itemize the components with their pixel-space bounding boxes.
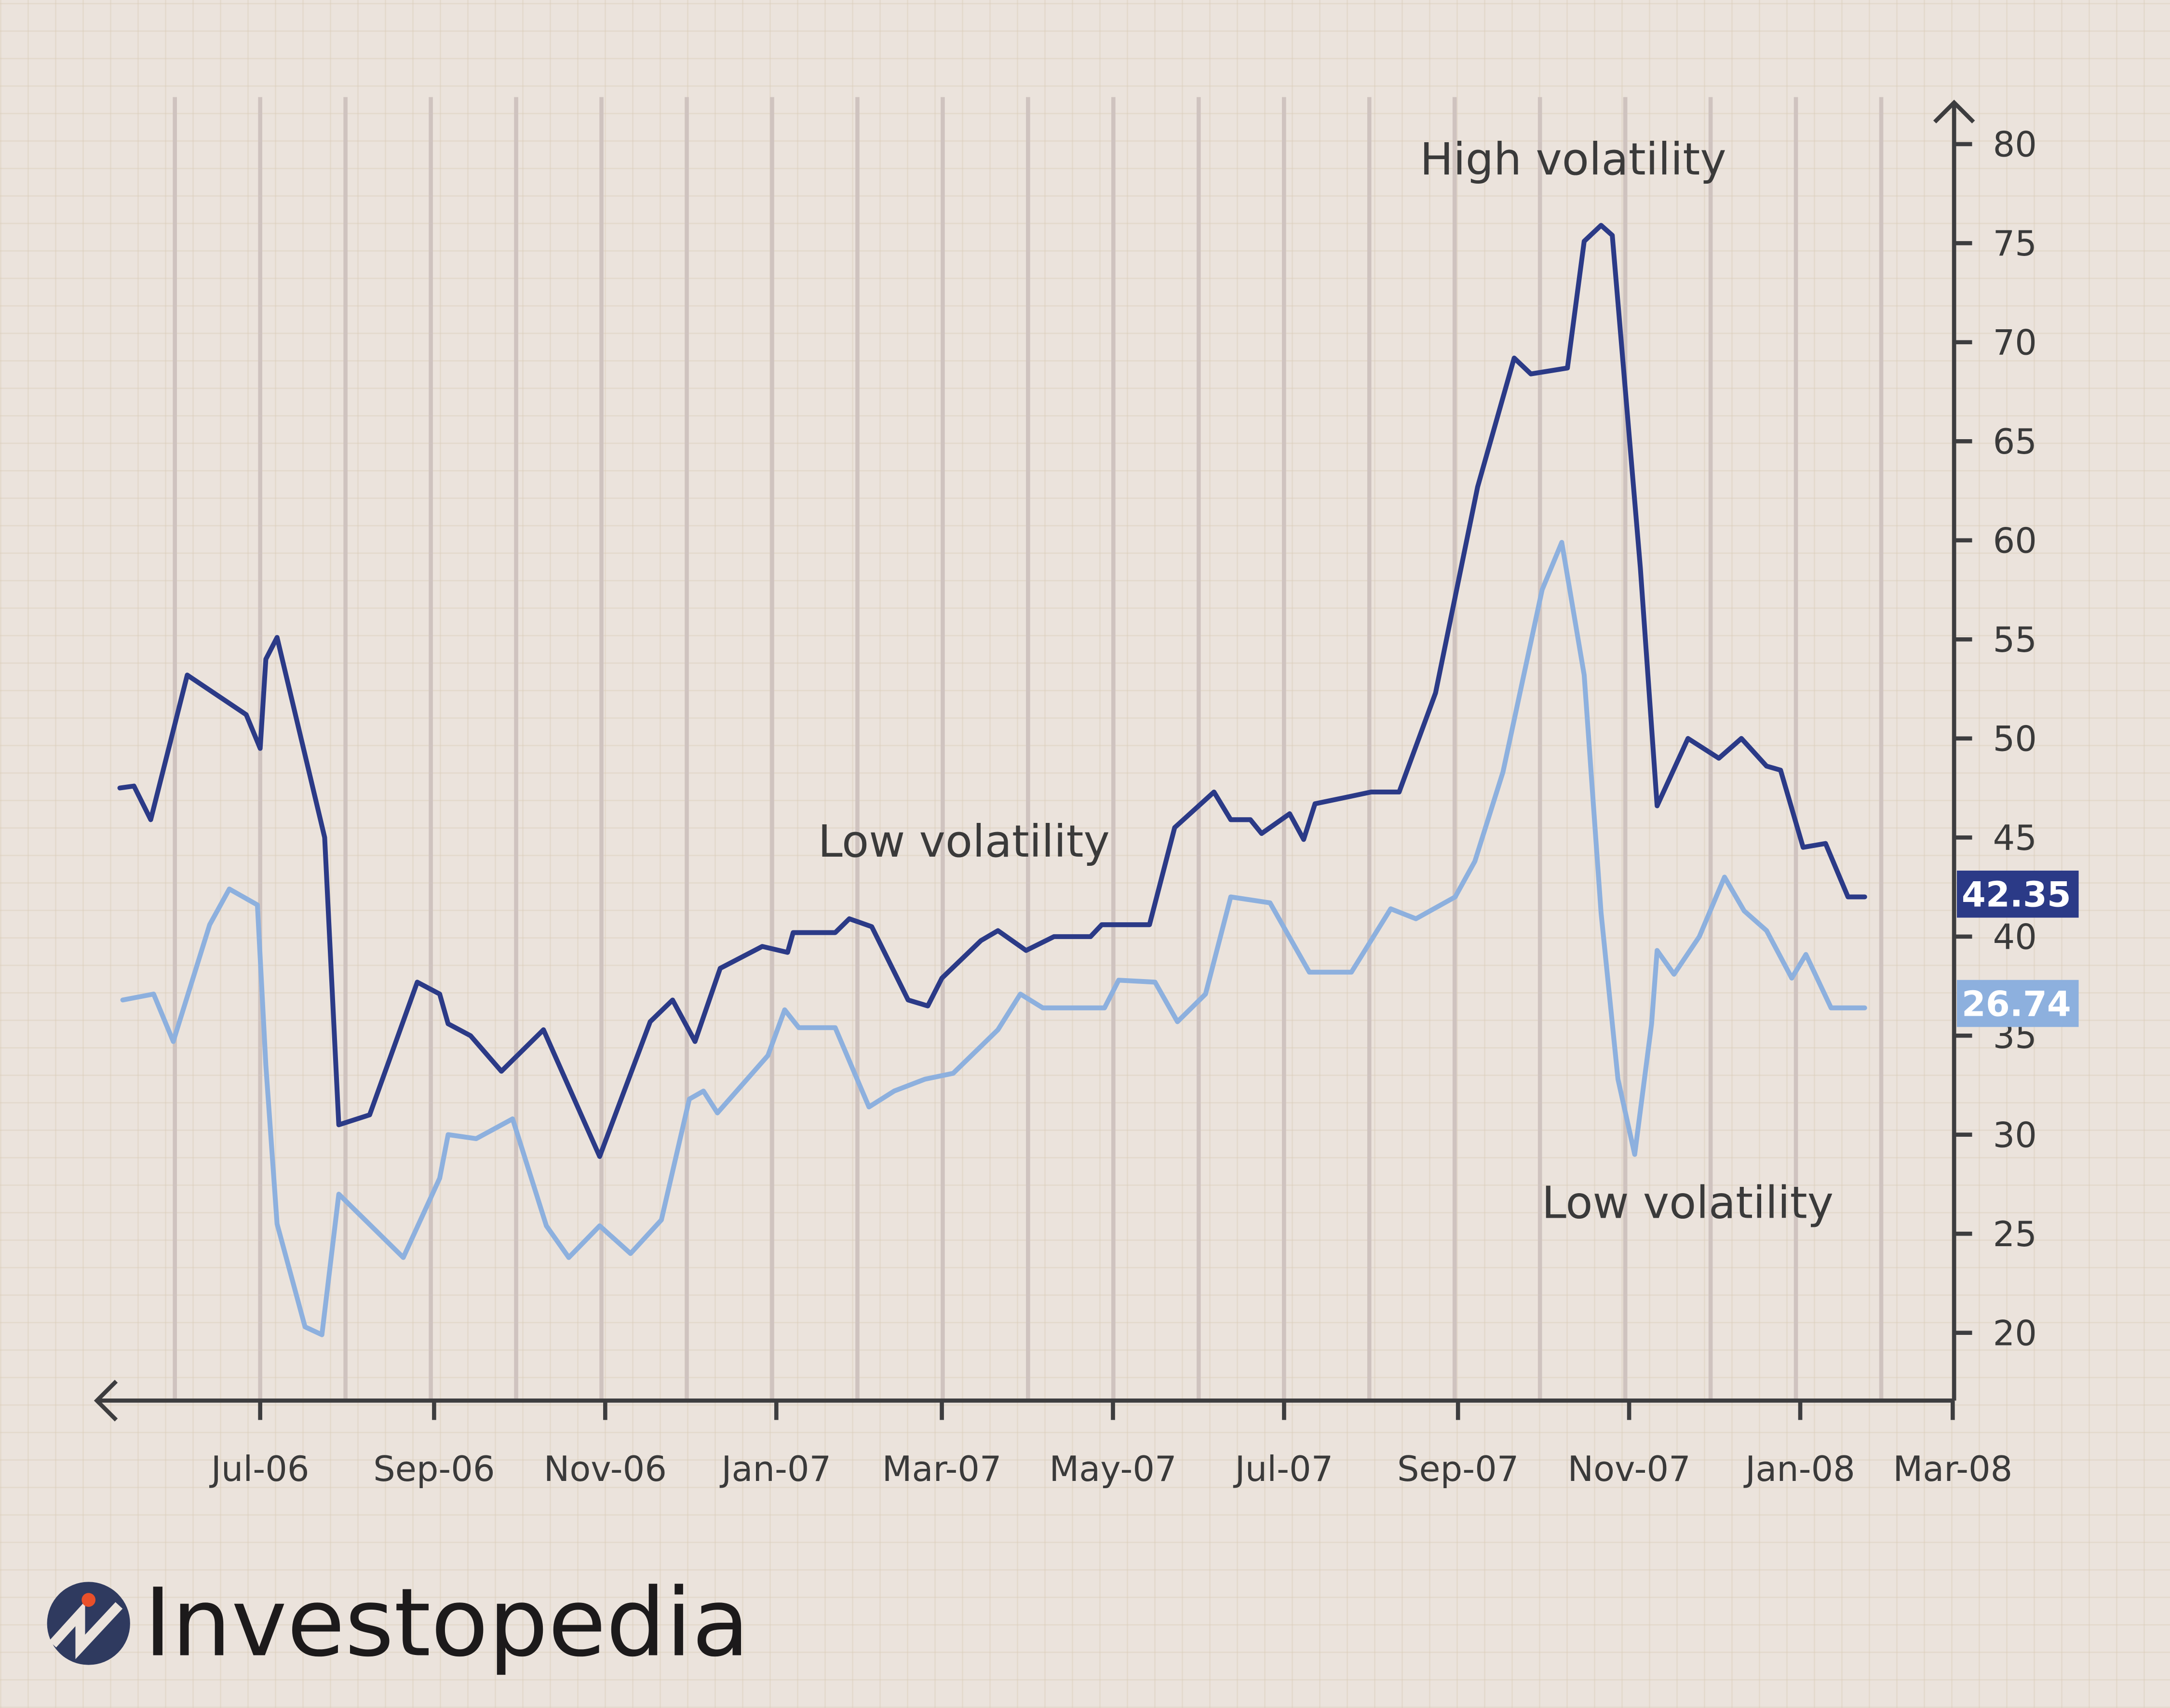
vertical-gridlines	[173, 97, 1884, 1401]
end-value-label: 42.35	[1962, 874, 2071, 915]
logo-zigzag-icon	[49, 1601, 123, 1659]
x-tick-label: Jan-08	[1743, 1449, 1855, 1489]
axes	[94, 99, 1975, 1422]
logo-dot-icon	[81, 1593, 96, 1607]
y-tick-label: 50	[1993, 719, 2037, 759]
y-tick-label: 40	[1993, 917, 2037, 957]
x-tick-label: May-07	[1049, 1449, 1176, 1489]
logo-wordmark: Investopedia	[144, 1569, 750, 1678]
y-tick-label: 80	[1993, 124, 2037, 165]
x-ticks: Jul-06 Sep-06 Nov-06 Jan-07 Mar-07 May-07 Jul-…	[209, 1400, 2012, 1489]
x-tick-label: Nov-06	[544, 1449, 667, 1489]
x-tick-label: Sep-06	[373, 1449, 495, 1489]
y-tick-label: 65	[1993, 421, 2037, 462]
y-tick-label: 45	[1993, 818, 2037, 858]
y-tick-label: 25	[1993, 1214, 2037, 1254]
annotation-low-volatility-right: Low volatility	[1542, 1177, 1833, 1228]
y-tick-label: 75	[1993, 223, 2037, 264]
end-value-badges: 42.35 26.74	[1956, 870, 2079, 1027]
x-tick-label: Mar-07	[882, 1449, 1002, 1489]
y-tick-label: 60	[1993, 521, 2037, 561]
logo-circle-icon	[47, 1582, 130, 1665]
annotation-low-volatility-mid: Low volatility	[818, 816, 1109, 867]
y-tick-label: 30	[1993, 1115, 2037, 1156]
y-tick-label: 70	[1993, 323, 2037, 363]
x-tick-label: Jul-06	[209, 1449, 310, 1489]
series-lines	[117, 223, 1867, 1337]
x-tick-label: Jan-07	[719, 1449, 831, 1489]
y-axis-arrow-icon	[1933, 99, 1975, 124]
x-axis-arrow-icon	[94, 1380, 118, 1422]
series-line	[120, 540, 1867, 1337]
series-line	[117, 223, 1867, 1159]
end-value-badge	[1956, 980, 2079, 1027]
investopedia-logo: Investopedia	[47, 1569, 750, 1678]
x-tick-label: Jul-07	[1233, 1449, 1334, 1489]
y-tick-label: 55	[1993, 619, 2037, 660]
end-value-label: 26.74	[1962, 983, 2071, 1024]
annotation-high-volatility: High volatility	[1420, 134, 1726, 185]
y-tick-label: 20	[1993, 1313, 2037, 1354]
x-tick-label: Mar-08	[1893, 1449, 2012, 1489]
end-value-badge	[1956, 870, 2079, 918]
x-tick-label: Sep-07	[1397, 1449, 1519, 1489]
x-tick-label: Nov-07	[1567, 1449, 1690, 1489]
